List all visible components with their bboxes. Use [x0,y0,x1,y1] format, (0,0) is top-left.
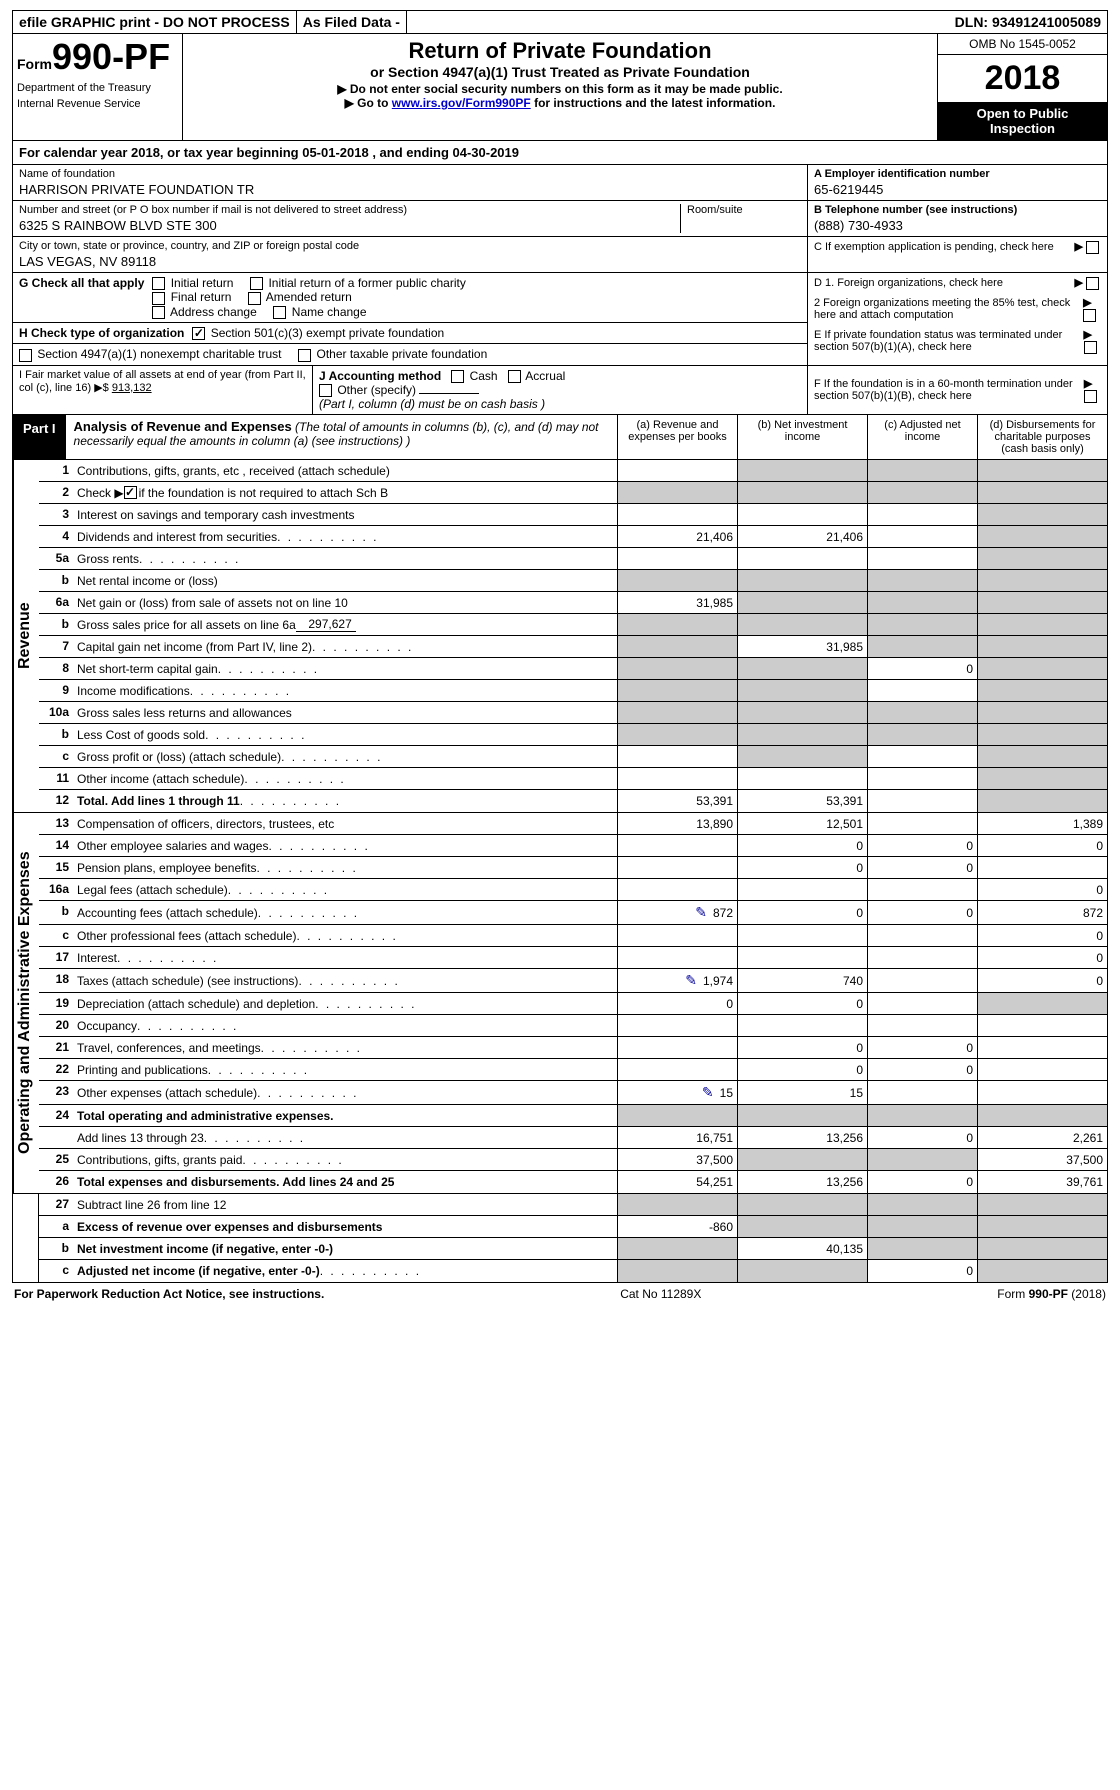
foreign-org-checkbox[interactable] [1086,277,1099,290]
dept-irs: Internal Revenue Service [17,98,178,110]
f-label: F If the foundation is in a 60-month ter… [814,378,1084,402]
fmv-label: I Fair market value of all assets at end… [19,369,306,394]
e-label: E If private foundation status was termi… [814,329,1084,353]
j-note: (Part I, column (d) must be on cash basi… [319,397,545,411]
form-header: Form990-PF Department of the Treasury In… [12,34,1108,141]
street-address: 6325 S RAINBOW BLVD STE 300 [19,218,674,233]
dept-treasury: Department of the Treasury [17,82,178,94]
part1-title: Analysis of Revenue and Expenses [74,419,292,434]
instr-ssn: ▶ Do not enter social security numbers o… [191,82,929,96]
501c3-checkbox[interactable]: ✓ [192,327,205,340]
irs-link[interactable]: www.irs.gov/Form990PF [392,96,531,110]
part1-label: Part I [13,415,66,459]
expenses-side-label: Operating and Administrative Expenses [13,813,39,1193]
col-a-header: (a) Revenue and expenses per books [617,415,737,459]
section-i-j-f: I Fair market value of all assets at end… [12,366,1108,416]
suite-label: Room/suite [687,204,801,216]
h-lead: H Check type of organization [19,326,184,340]
amended-return-checkbox[interactable] [248,292,261,305]
line27-block: 27Subtract line 26 from line 12 aExcess … [12,1194,1108,1283]
exemption-pending-label: C If exemption application is pending, c… [814,241,1054,253]
top-bar: efile GRAPHIC print - DO NOT PROCESS As … [12,10,1108,34]
instr-link-row: ▶ Go to www.irs.gov/Form990PF for instru… [191,96,929,110]
revenue-table: Revenue 1Contributions, gifts, grants, e… [12,460,1108,813]
ein-value: 65-6219445 [814,182,1101,197]
omb-number: OMB No 1545-0052 [938,34,1107,55]
d1-label: D 1. Foreign organizations, check here [814,277,1003,289]
open-to-public: Open to Public Inspection [938,102,1107,140]
col-c-header: (c) Adjusted net income [867,415,977,459]
attach-icon[interactable]: ✎ [702,1084,714,1101]
attach-icon[interactable]: ✎ [685,972,697,989]
schb-checkbox[interactable]: ✓ [124,486,137,499]
calendar-year-line: For calendar year 2018, or tax year begi… [12,141,1108,165]
section-g-h-de: G Check all that apply Initial return In… [12,273,1108,366]
page-footer: For Paperwork Reduction Act Notice, see … [12,1283,1108,1305]
initial-return-checkbox[interactable] [152,277,165,290]
ein-label: A Employer identification number [814,168,1101,180]
identification-block: Name of foundation HARRISON PRIVATE FOUN… [12,165,1108,273]
form-title: Return of Private Foundation [191,38,929,64]
col-d-header: (d) Disbursements for charitable purpose… [977,415,1107,459]
revenue-side-label: Revenue [13,460,39,812]
phone-value: (888) 730-4933 [814,218,1101,233]
addr-label: Number and street (or P O box number if … [19,204,674,216]
catalog-number: Cat No 11289X [620,1287,701,1301]
fmv-value: 913,132 [112,382,152,394]
form-ref: 990-PF [1029,1287,1068,1301]
cash-checkbox[interactable] [451,370,464,383]
j-lead: J Accounting method [319,369,441,383]
city-label: City or town, state or province, country… [19,240,801,252]
exemption-checkbox[interactable] [1086,241,1099,254]
name-change-checkbox[interactable] [273,306,286,319]
60month-checkbox[interactable] [1084,390,1097,403]
name-label: Name of foundation [19,168,801,180]
final-return-checkbox[interactable] [152,292,165,305]
foundation-name: HARRISON PRIVATE FOUNDATION TR [19,182,801,197]
4947a1-checkbox[interactable] [19,349,32,362]
phone-label: B Telephone number (see instructions) [814,204,1101,216]
terminated-checkbox[interactable] [1084,341,1097,354]
foreign-85-checkbox[interactable] [1083,309,1096,322]
form-number: 990-PF [52,36,170,77]
expenses-table: Operating and Administrative Expenses 13… [12,813,1108,1194]
paperwork-notice: For Paperwork Reduction Act Notice, see … [14,1287,324,1301]
efile-notice: efile GRAPHIC print - DO NOT PROCESS [13,11,297,33]
line6b-value: 297,627 [296,617,356,632]
other-method-checkbox[interactable] [319,384,332,397]
part1-header: Part I Analysis of Revenue and Expenses … [12,415,1108,460]
former-charity-checkbox[interactable] [250,277,263,290]
g-lead: G Check all that apply [19,276,144,290]
city-state-zip: LAS VEGAS, NV 89118 [19,254,801,269]
tax-year: 2018 [938,55,1107,102]
d2-label: 2 Foreign organizations meeting the 85% … [814,297,1083,321]
col-b-header: (b) Net investment income [737,415,867,459]
form-word: Form [17,56,52,72]
as-filed: As Filed Data - [297,11,407,33]
other-taxable-checkbox[interactable] [298,349,311,362]
attach-icon[interactable]: ✎ [695,904,707,921]
accrual-checkbox[interactable] [508,370,521,383]
address-change-checkbox[interactable] [152,306,165,319]
form-subtitle: or Section 4947(a)(1) Trust Treated as P… [191,64,929,80]
dln: DLN: 93491241005089 [949,11,1107,33]
